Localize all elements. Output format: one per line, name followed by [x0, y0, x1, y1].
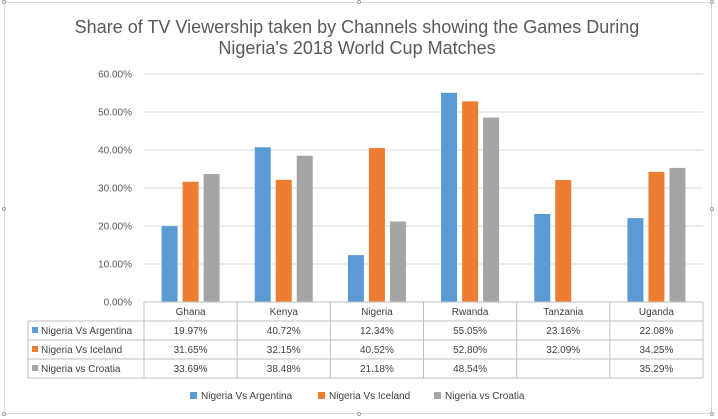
gridlines	[144, 73, 703, 303]
bar	[254, 147, 271, 302]
data-label: 32.15%	[267, 345, 301, 356]
bar	[389, 221, 406, 302]
resize-handle-top-left[interactable]	[2, 0, 6, 4]
category-label: Nigeria	[361, 307, 393, 318]
data-label: 40.52%	[360, 345, 394, 356]
data-label: 19.97%	[174, 326, 208, 337]
resize-handle-top[interactable]	[357, 0, 361, 4]
bar	[182, 181, 199, 302]
category-label: Rwanda	[452, 307, 489, 318]
legend-label: Nigeria Vs Argentina	[201, 391, 293, 402]
resize-handle-bottom-left[interactable]	[2, 412, 6, 416]
series-name: Nigeria Vs Iceland	[41, 345, 122, 356]
data-label: 52.80%	[453, 345, 487, 356]
data-label: 21.18%	[360, 364, 394, 375]
category-label: Ghana	[176, 307, 206, 318]
resize-handle-bottom[interactable]	[357, 412, 361, 416]
bar	[669, 167, 686, 302]
table-legend-key	[32, 327, 38, 333]
data-label: 40.72%	[267, 326, 301, 337]
table-legend-key	[32, 365, 38, 371]
y-tick-label: 10.00%	[98, 260, 132, 271]
category-label: Uganda	[639, 307, 674, 318]
y-tick-label: 50.00%	[98, 108, 132, 119]
y-tick-label: 60.00%	[98, 70, 132, 81]
y-tick-label: 20.00%	[98, 222, 132, 233]
data-label: 35.29%	[639, 364, 673, 375]
legend-label: Nigeria Vs Iceland	[329, 391, 410, 402]
bar	[441, 92, 458, 302]
table-legend-key	[32, 346, 38, 352]
y-tick-label: 30.00%	[98, 184, 132, 195]
bar	[368, 148, 385, 302]
series-name: Nigeria vs Croatia	[41, 364, 121, 375]
bar	[648, 171, 665, 302]
legend-label: Nigeria vs Croatia	[445, 391, 525, 402]
legend-key	[434, 392, 441, 399]
data-table: Ghana Kenya Nigeria Rwanda Tanzania Uganda Nig…	[27, 301, 704, 379]
data-label: 12.34%	[360, 326, 394, 337]
data-label: 48.54%	[453, 364, 487, 375]
series-name: Nigeria Vs Argentina	[41, 326, 133, 337]
data-label: 38.48%	[267, 364, 301, 375]
data-label: 34.25%	[639, 345, 673, 356]
resize-handle-left[interactable]	[2, 207, 6, 211]
legend-key	[318, 392, 325, 399]
data-label: 33.69%	[174, 364, 208, 375]
resize-handle-right[interactable]	[710, 207, 714, 211]
resize-handle-top-right[interactable]	[710, 0, 714, 4]
resize-handle-bottom-right[interactable]	[710, 412, 714, 416]
bar	[555, 180, 572, 302]
data-label: 22.08%	[639, 326, 673, 337]
legend: Nigeria Vs Argentina Nigeria Vs Iceland Ni…	[190, 391, 525, 402]
data-label: 31.65%	[174, 345, 208, 356]
bar	[296, 155, 313, 302]
bar	[483, 117, 500, 302]
bar	[627, 218, 644, 302]
bar	[161, 226, 178, 302]
bar	[203, 173, 220, 302]
bar	[534, 213, 551, 302]
chart-title-line-1: Share of TV Viewership taken by Channels…	[75, 17, 640, 37]
chart-title-line-2: Nigeria's 2018 World Cup Matches	[218, 38, 495, 58]
category-label: Kenya	[270, 307, 299, 318]
y-axis-tick-labels: 0.00% 10.00% 20.00% 30.00% 40.00% 50.00% 60.00…	[98, 70, 132, 309]
bar	[462, 101, 479, 302]
bars	[161, 92, 686, 302]
y-tick-label: 0.00%	[104, 298, 132, 309]
bar	[275, 179, 292, 302]
y-tick-label: 40.00%	[98, 146, 132, 157]
category-label: Tanzania	[543, 307, 583, 318]
legend-key	[190, 392, 197, 399]
data-label: 23.16%	[546, 326, 580, 337]
bar	[347, 255, 364, 302]
data-label: 55.05%	[453, 326, 487, 337]
data-label: 32.09%	[546, 345, 580, 356]
